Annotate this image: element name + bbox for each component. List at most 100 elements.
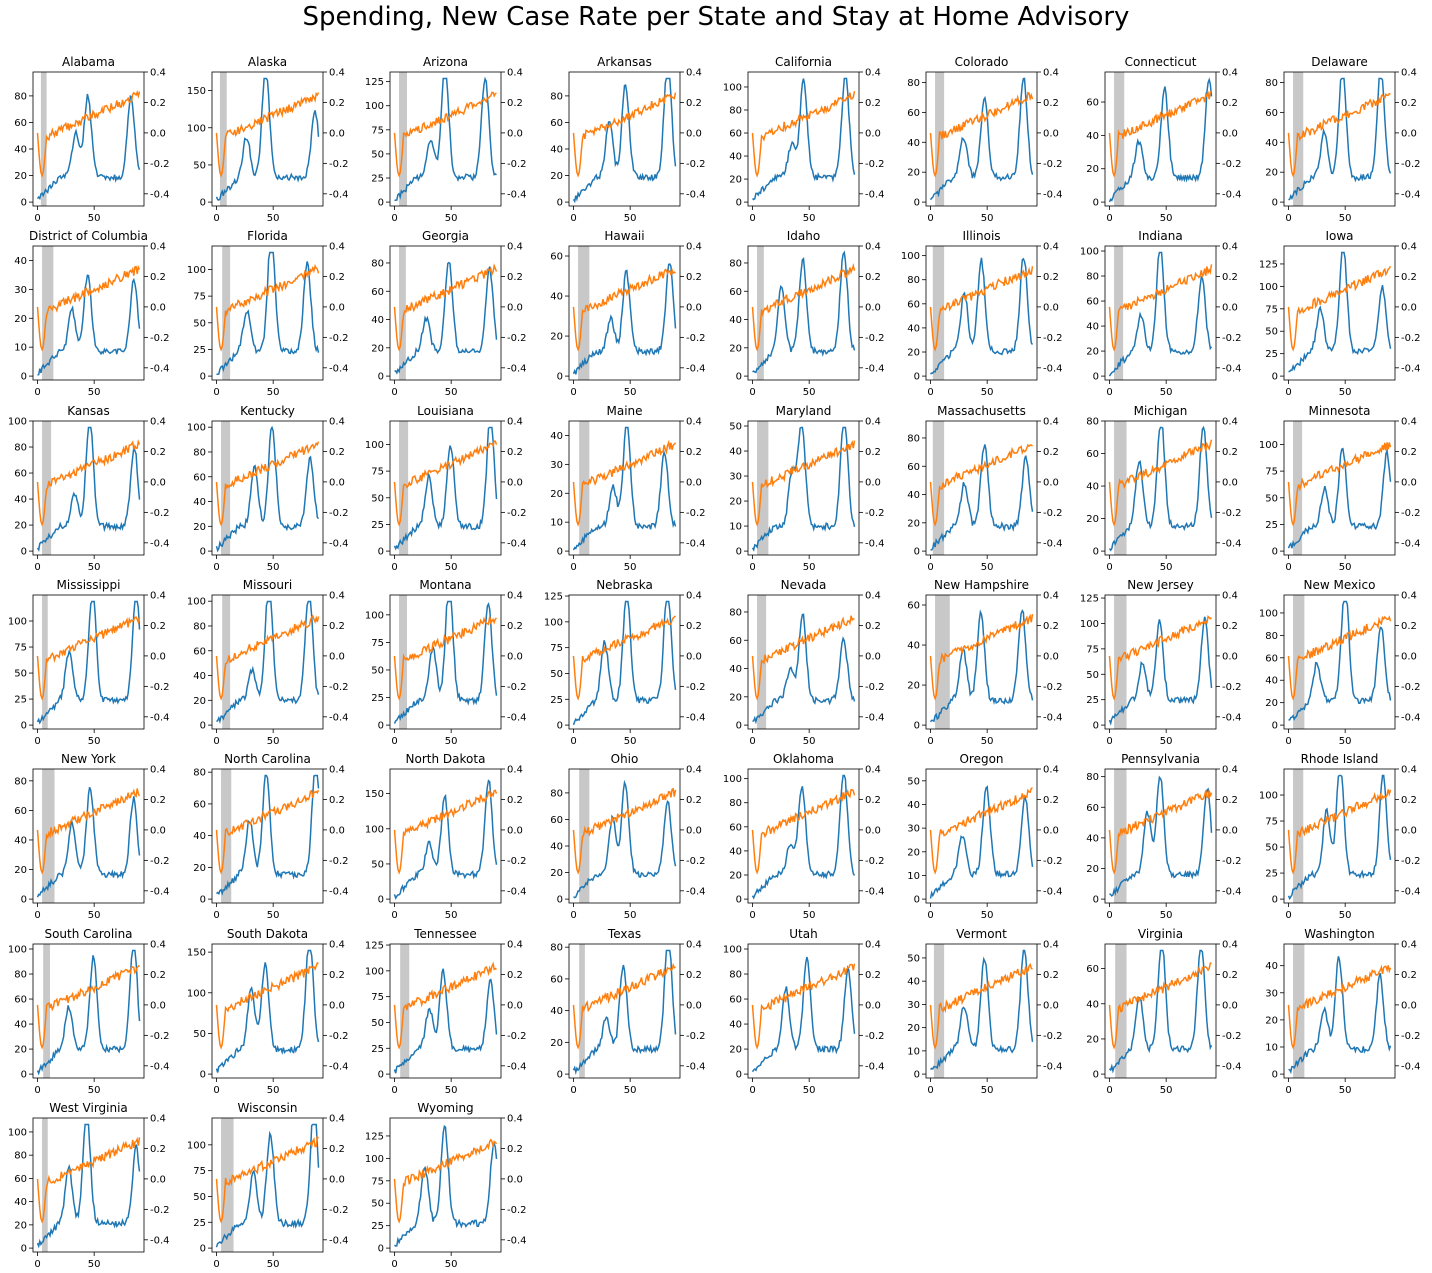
spending-line [751,91,856,178]
x-tick-label: 0 [391,910,397,921]
plot-frame [925,420,1038,556]
left-tick-label: 150 [187,948,206,959]
left-tick-label: 50 [550,669,563,680]
state-title: Oklahoma [773,752,834,766]
left-tick-label: 25 [371,693,384,704]
right-tick-label: -0.2 [329,682,349,693]
spending-line [215,789,320,875]
right-tick-label: 0.0 [329,128,345,139]
x-tick-label: 50 [88,213,101,224]
right-tick-label: 0.4 [1401,417,1417,428]
plot-frame [211,420,324,556]
spending-line [36,788,141,875]
right-tick-label: -0.4 [507,886,527,897]
x-tick-label: 50 [981,387,994,398]
left-tick-label: 80 [193,768,206,779]
x-tick-label: 50 [88,910,101,921]
right-tick-label: 0.2 [1043,272,1059,283]
plot-frame [389,768,502,904]
left-tick-label: 60 [14,806,27,817]
left-tick-label: 100 [365,966,384,977]
left-tick-label: 0 [914,198,920,209]
right-tick-label: -0.4 [686,538,706,549]
x-tick-label: 50 [1160,213,1173,224]
right-tick-label: 0.4 [329,765,345,776]
plot-frame [211,594,324,730]
left-tick-label: 100 [901,251,920,262]
new-case-rate-line [930,444,1034,551]
left-tick-label: 80 [1265,78,1278,89]
x-tick-label: 0 [213,736,219,747]
x-tick-label: 50 [981,1085,994,1096]
left-tick-label: 0 [1093,1070,1099,1081]
left-tick-label: 20 [14,1220,27,1231]
left-tick-label: 40 [193,497,206,508]
plot-frame [747,943,860,1079]
state-panel: Arkansas 0 20 40 60 80 0.4 0.2 0.0 -0.2 -0.4 0 50 [550,55,705,224]
state-panel: North Dakota 0 50 100 150 0.4 0.2 0.0 -0.2 -0.4 0 5… [365,752,527,921]
right-tick-label: 0.2 [1401,98,1417,109]
right-tick-label: 0.0 [150,128,166,139]
stay-at-home-band [1293,769,1304,903]
state-panel: Mississippi 0 25 50 75 100 0.4 0.2 0.0 -0.2 -0.4 0 5… [8,578,170,747]
right-tick-label: -0.4 [329,1235,349,1246]
left-tick-label: 40 [1265,138,1278,149]
right-tick-label: 0.2 [507,272,523,283]
left-tick-label: 40 [1265,676,1278,687]
plot-frame [568,245,681,381]
left-tick-label: 50 [193,1029,206,1040]
left-tick-label: 80 [729,258,742,269]
left-tick-label: 20 [14,865,27,876]
left-tick-label: 0 [21,547,27,558]
plot-frame [1283,245,1396,381]
new-case-rate-line [751,426,856,552]
spending-line [393,440,498,527]
x-tick-label: 50 [1160,562,1173,573]
right-tick-label: 0.0 [1043,128,1059,139]
left-tick-label: 0 [557,721,563,732]
plot-frame [32,594,145,730]
x-tick-label: 0 [213,910,219,921]
left-tick-label: 40 [729,152,742,163]
left-tick-label: 30 [907,1000,920,1011]
right-tick-label: -0.4 [150,189,170,200]
plot-frame [1283,71,1396,207]
x-tick-label: 50 [88,1085,101,1096]
spending-line [393,961,497,1050]
stay-at-home-band [221,769,232,903]
left-tick-label: 75 [371,125,384,136]
left-tick-label: 60 [907,108,920,119]
right-tick-label: -0.2 [1043,159,1063,170]
x-tick-label: 50 [445,1085,458,1096]
new-case-rate-line [1108,251,1213,377]
state-panel: New Jersey 0 25 50 75 100 125 0.4 0.2 0.0 -0.2 -0.4… [1080,578,1242,747]
stay-at-home-band [1114,421,1127,555]
left-tick-label: 0 [736,547,742,558]
right-tick-label: -0.4 [865,712,885,723]
plot-frame [925,768,1038,904]
state-title: Indiana [1138,229,1182,243]
left-tick-label: 100 [723,945,742,956]
x-tick-label: 0 [927,562,933,573]
left-tick-label: 60 [729,995,742,1006]
spending-line [215,263,320,352]
left-tick-label: 100 [1259,608,1278,619]
left-tick-label: 0 [914,895,920,906]
x-tick-label: 50 [803,910,816,921]
right-tick-label: -0.4 [150,1061,170,1072]
stay-at-home-band [932,421,945,555]
x-tick-label: 0 [391,1259,397,1270]
plot-frame [1104,943,1217,1079]
left-tick-label: 75 [371,467,384,478]
new-case-rate-line [751,774,856,900]
right-tick-label: 0.2 [329,795,345,806]
right-tick-label: -0.2 [865,1031,885,1042]
left-tick-label: 0 [200,895,206,906]
left-tick-label: 80 [14,91,27,102]
stay-at-home-band [1293,944,1305,1078]
left-tick-label: 60 [1086,98,1099,109]
right-tick-label: 0.2 [686,795,702,806]
right-tick-label: -0.2 [865,159,885,170]
left-tick-label: 20 [550,489,563,500]
state-title: Nebraska [596,578,653,592]
